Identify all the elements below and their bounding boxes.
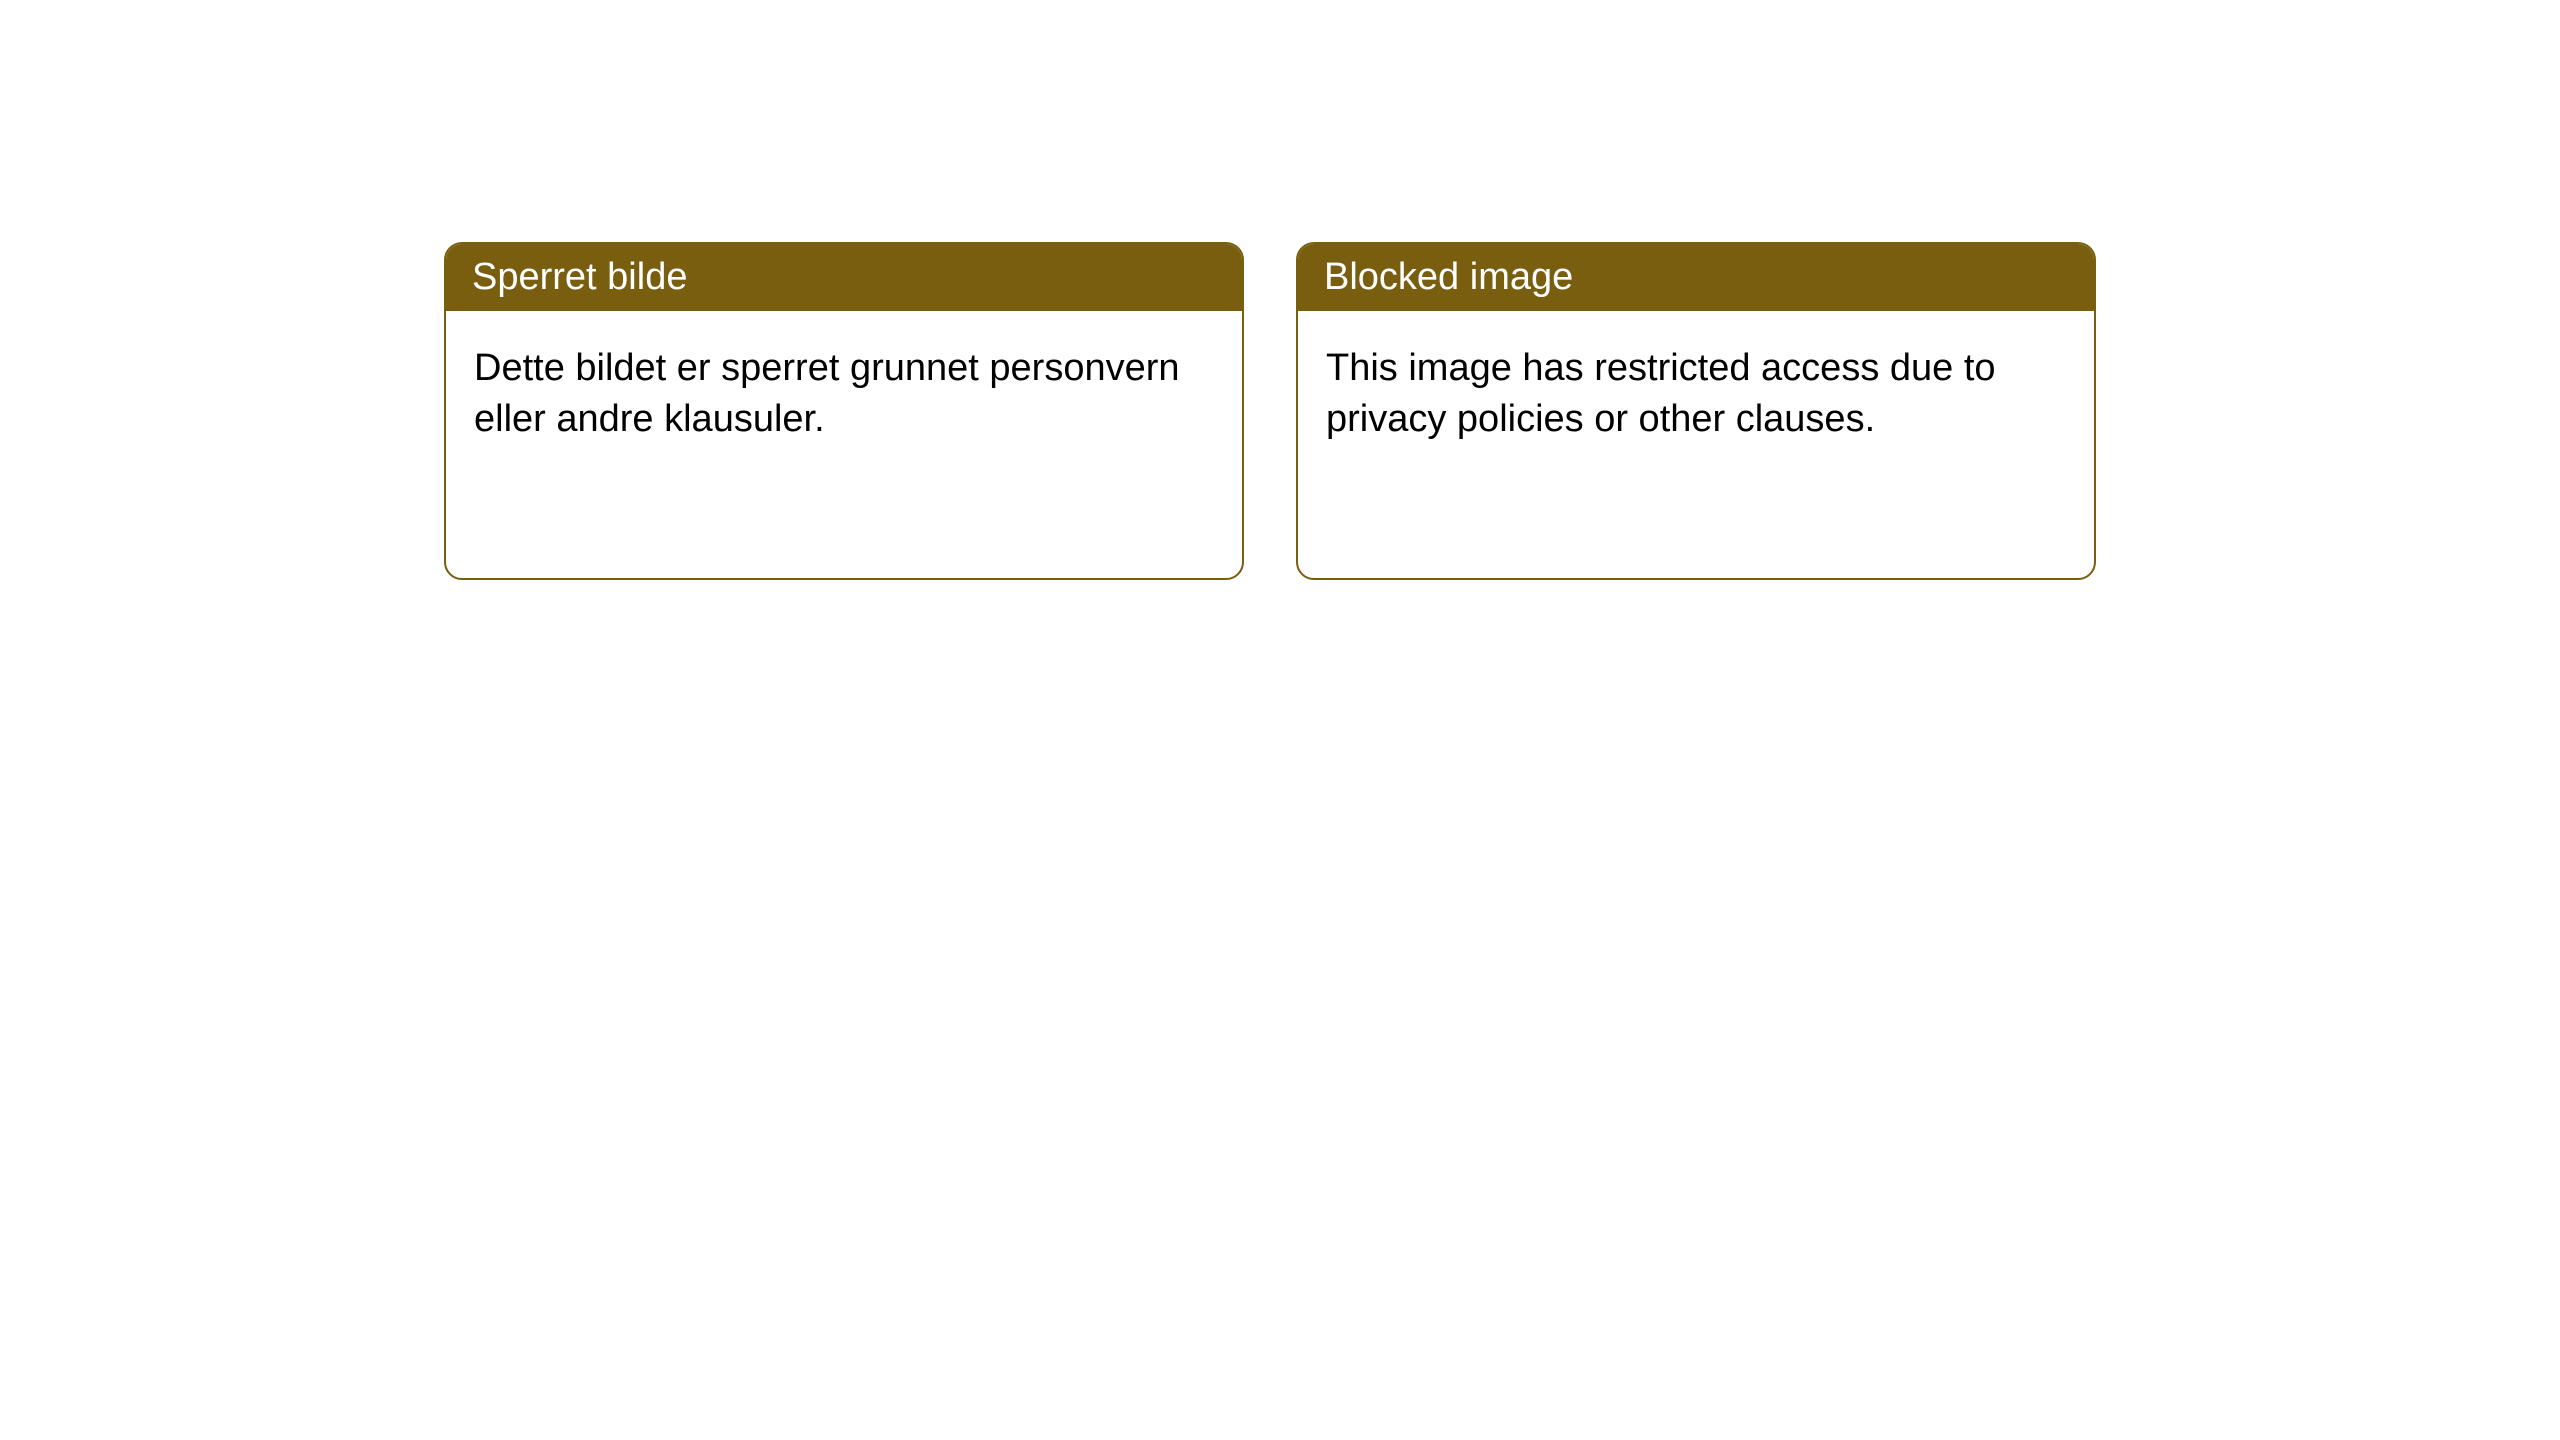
blocked-image-card-no: Sperret bilde Dette bildet er sperret gr…: [444, 242, 1244, 580]
card-body-text: This image has restricted access due to …: [1326, 347, 1996, 440]
blocked-image-notices: Sperret bilde Dette bildet er sperret gr…: [444, 242, 2096, 580]
card-body-text: Dette bildet er sperret grunnet personve…: [474, 347, 1180, 440]
card-header: Blocked image: [1298, 244, 2094, 311]
card-body: Dette bildet er sperret grunnet personve…: [446, 311, 1242, 478]
card-header: Sperret bilde: [446, 244, 1242, 311]
card-title: Sperret bilde: [472, 256, 687, 298]
blocked-image-card-en: Blocked image This image has restricted …: [1296, 242, 2096, 580]
card-body: This image has restricted access due to …: [1298, 311, 2094, 478]
card-title: Blocked image: [1324, 256, 1573, 298]
